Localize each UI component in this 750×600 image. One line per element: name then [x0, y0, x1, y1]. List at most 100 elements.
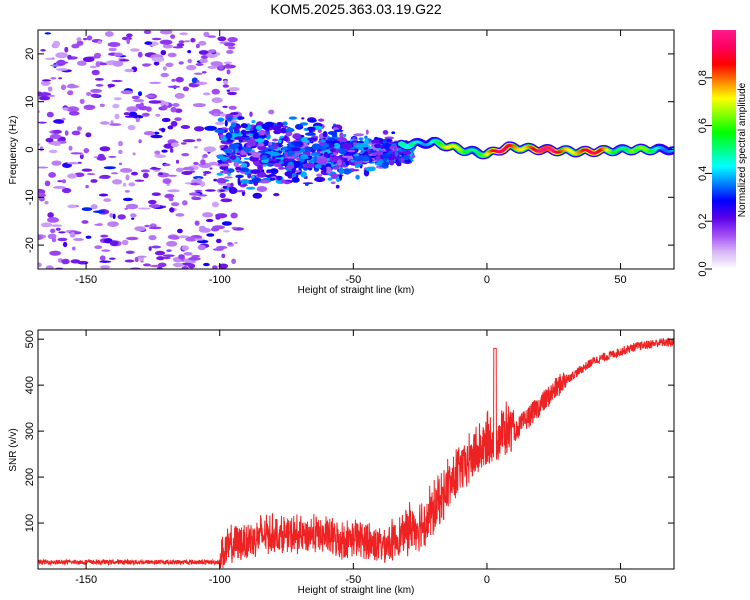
spectrogram-cell — [82, 56, 95, 62]
spectrogram-cell — [194, 220, 200, 226]
spectrogram-cell — [223, 61, 232, 65]
spectrogram-cell — [139, 102, 144, 108]
spectrogram-cell — [79, 98, 85, 105]
spectrogram-cell — [40, 222, 53, 228]
spectrogram-cell — [137, 91, 143, 97]
spectrogram-cell — [301, 117, 305, 120]
spectrogram-cell — [202, 153, 208, 158]
spectrogram-cell — [395, 158, 399, 165]
spectrogram-cell — [183, 252, 193, 256]
spectrogram-cell — [161, 149, 168, 153]
spectrogram-cell — [368, 150, 376, 153]
spectrogram-cell — [68, 145, 73, 151]
spectrogram-cell — [235, 174, 244, 179]
spectrogram-cell — [353, 133, 364, 137]
spectrogram-cell — [221, 221, 232, 226]
spectrogram-x-label: Height of straight line (km) — [298, 285, 415, 296]
spectrogram-cell — [202, 71, 207, 74]
spectrogram-cell — [335, 184, 340, 189]
spectrogram-cell — [38, 121, 47, 124]
spectrogram-cell — [154, 150, 161, 155]
spectrogram-cell — [70, 152, 82, 155]
spectrogram-cell — [38, 262, 42, 268]
spectrogram-cell — [85, 184, 89, 189]
spectrogram-cell — [190, 37, 196, 43]
colorbar-tick-label: 0.8 — [697, 70, 709, 85]
spectrogram-cell — [365, 129, 369, 135]
spectrogram-cell — [272, 142, 278, 150]
spectrogram-cell — [142, 63, 151, 67]
spectrogram-cell — [341, 142, 353, 150]
spectrogram-cell — [134, 179, 145, 182]
spectrogram-cell — [280, 138, 285, 141]
spectrogram-cell — [71, 130, 81, 136]
spectrogram-cell — [156, 256, 165, 261]
spectrogram-cell — [198, 40, 207, 46]
spectrogram-cell — [177, 228, 183, 234]
spectrogram-cell — [219, 165, 227, 170]
spectrogram-cell — [338, 167, 345, 175]
spectrogram-cell — [157, 262, 167, 268]
spectrogram-cell — [107, 42, 121, 47]
spectrogram-cell — [325, 166, 332, 174]
spectrogram-cell — [98, 193, 109, 197]
spectrogram-cell — [352, 155, 362, 162]
spectrogram-cell — [402, 151, 412, 155]
spectrogram-cell — [171, 78, 176, 82]
colorbar-tick-label: 0.2 — [697, 214, 709, 229]
spectrogram-cell — [61, 117, 66, 121]
spectrogram-cell — [237, 116, 245, 120]
spectrogram-cell — [77, 60, 87, 66]
spectrogram-cell — [94, 78, 104, 81]
spectrogram-cell — [125, 174, 130, 181]
spectrogram-cell — [178, 61, 184, 65]
spectrogram-cell — [284, 156, 295, 159]
spectrogram-cell — [61, 179, 66, 184]
spectrogram-cell — [384, 136, 395, 140]
spectrogram-cell — [126, 38, 130, 45]
spectrogram-cell — [210, 61, 223, 67]
spectrogram-cell — [228, 105, 237, 110]
spectrogram-cell — [196, 138, 202, 142]
spectrogram-cell — [127, 124, 136, 131]
spectrogram-cell — [112, 103, 120, 109]
spectrogram-cell — [203, 262, 210, 267]
spectrogram-cell — [188, 192, 201, 196]
spectrogram-cell — [245, 130, 251, 134]
spectrogram-cell — [51, 160, 62, 166]
spectrogram-cell — [195, 43, 200, 49]
spectrogram-cell — [291, 167, 296, 174]
spectrogram-cell — [94, 223, 103, 226]
spectrogram-cell — [333, 129, 344, 133]
spectrogram-cell — [148, 246, 152, 251]
spectrogram-cell — [99, 103, 106, 108]
spectrogram-cell — [83, 148, 90, 154]
spectrogram-cell — [261, 154, 268, 160]
spectrogram-cell — [163, 163, 171, 167]
spectrogram-cell — [130, 213, 137, 218]
figure-title: KOM5.2025.363.03.19.G22 — [270, 1, 441, 17]
spectrogram-cell — [70, 259, 81, 264]
spectrogram-cell — [181, 266, 189, 269]
spectrogram-cell — [124, 190, 130, 193]
y-tick-label: -10 — [24, 189, 36, 205]
spectrogram-cell — [50, 77, 57, 80]
x-tick-label: 0 — [484, 274, 490, 286]
spectrogram-y-label: Frequency (Hz) — [8, 116, 19, 185]
spectrogram-cell — [162, 205, 166, 208]
spectrogram-cell — [46, 111, 54, 118]
spectrogram-cell — [198, 227, 211, 233]
spectrogram-cell — [352, 169, 360, 172]
spectrogram-cell — [229, 143, 239, 150]
snr-series-line — [38, 337, 674, 569]
spectrogram-cell — [135, 117, 140, 123]
spectrogram-cell — [112, 213, 116, 219]
spectrogram-cell — [76, 37, 82, 42]
spectrogram-cell — [38, 143, 41, 146]
spectrogram-cell — [216, 77, 222, 82]
spectrogram-cell — [126, 106, 139, 112]
spectrogram-cell — [103, 166, 116, 170]
spectrogram-cell — [137, 51, 143, 58]
spectrogram-cell — [296, 163, 302, 166]
spectrogram-cell — [124, 68, 134, 73]
